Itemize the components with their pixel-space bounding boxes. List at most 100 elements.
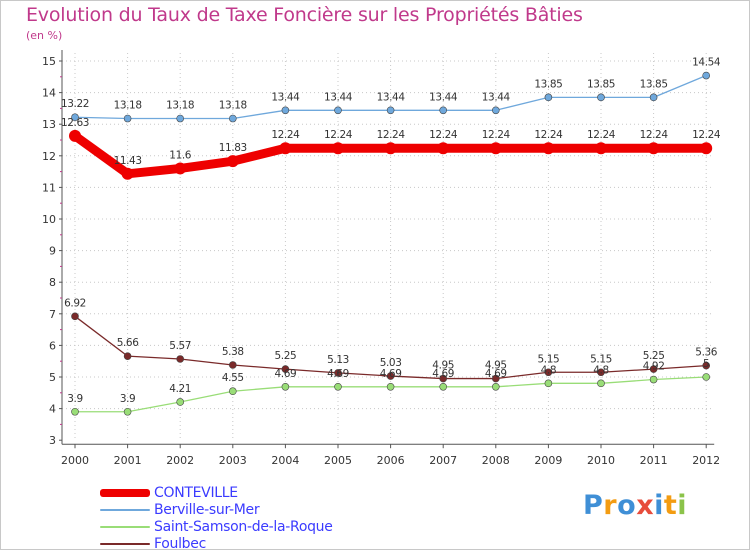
data-point-foulbec-2009: [544, 368, 553, 377]
data-point-saint-samson-de-la-roque-2009: [544, 379, 553, 388]
data-label-saint-samson-de-la-roque-2006: 4.69: [380, 368, 402, 380]
y-tick-label-8: 8: [49, 276, 56, 289]
x-tick-label-2000: 2000: [61, 454, 89, 467]
data-point-conteville-2011: [647, 142, 660, 155]
data-label-conteville-2003: 11.83: [219, 142, 247, 154]
legend-label-berville-sur-mer: Berville-sur-Mer: [154, 501, 260, 518]
data-label-berville-sur-mer-2007: 13.44: [429, 91, 458, 103]
legend-item-saint-samson-de-la-roque: Saint-Samson-de-la-Roque: [100, 518, 333, 535]
y-tick-label-10: 10: [42, 213, 56, 226]
chart-title: Evolution du Taux de Taxe Foncière sur l…: [26, 4, 583, 26]
data-point-berville-sur-mer-2010: [597, 93, 605, 102]
data-label-saint-samson-de-la-roque-2009: 4.8: [541, 364, 557, 376]
data-label-conteville-2007: 12.24: [429, 129, 458, 141]
data-label-conteville-2011: 12.24: [640, 129, 669, 141]
data-point-foulbec-2008: [491, 374, 500, 383]
logo-letter: i: [654, 490, 664, 521]
data-label-conteville-2002: 11.6: [169, 149, 191, 161]
data-point-foulbec-2002: [176, 355, 184, 363]
data-label-berville-sur-mer-2011: 13.85: [640, 78, 668, 90]
data-label-foulbec-2005: 5.13: [327, 354, 349, 366]
data-point-saint-samson-de-la-roque-2006: [386, 382, 395, 391]
data-point-saint-samson-de-la-roque-2010: [597, 379, 605, 388]
data-point-conteville-2000: [69, 129, 81, 142]
x-tick-label-2005: 2005: [324, 454, 352, 467]
y-tick-label-4: 4: [49, 403, 56, 416]
x-tick-label-2012: 2012: [692, 454, 720, 467]
data-label-foulbec-2010: 5.15: [590, 353, 612, 365]
x-tick-label-2008: 2008: [482, 454, 510, 467]
data-point-saint-samson-de-la-roque-2000: [71, 407, 79, 416]
data-label-foulbec-2004: 5.25: [275, 350, 297, 362]
data-label-foulbec-2012: 5.36: [695, 347, 717, 359]
data-point-foulbec-2004: [281, 365, 290, 373]
logo-letter: i: [677, 490, 688, 521]
logo-letter: o: [617, 490, 637, 521]
data-label-foulbec-2008: 4.95: [485, 360, 507, 372]
data-label-conteville-2000: 12.63: [61, 117, 89, 129]
x-tick-label-2003: 2003: [219, 454, 247, 467]
data-label-foulbec-2011: 5.25: [643, 350, 665, 362]
data-point-conteville-2009: [542, 142, 555, 155]
data-point-foulbec-2005: [334, 369, 342, 377]
y-tick-label-9: 9: [49, 245, 56, 258]
data-label-saint-samson-de-la-roque-2007: 4.69: [432, 368, 454, 380]
data-point-foulbec-2007: [439, 374, 448, 383]
data-point-saint-samson-de-la-roque-2003: [229, 387, 237, 396]
data-point-saint-samson-de-la-roque-2002: [176, 398, 184, 406]
data-point-berville-sur-mer-2007: [439, 106, 448, 115]
data-label-foulbec-2000: 6.92: [64, 297, 86, 309]
data-label-conteville-2012: 12.24: [692, 129, 721, 141]
legend-swatch-conteville: [100, 488, 150, 497]
data-point-foulbec-2003: [229, 361, 237, 369]
data-label-conteville-2008: 12.24: [482, 129, 511, 141]
data-label-berville-sur-mer-2009: 13.85: [534, 78, 562, 90]
data-point-foulbec-2011: [649, 365, 658, 373]
y-tick-label-12: 12: [42, 150, 56, 163]
x-tick-label-2001: 2001: [114, 454, 142, 467]
legend-swatch-saint-samson-de-la-roque: [100, 525, 150, 528]
data-point-berville-sur-mer-2011: [649, 93, 658, 102]
data-point-conteville-2003: [226, 155, 239, 168]
x-tick-label-2009: 2009: [534, 454, 562, 467]
data-point-berville-sur-mer-2006: [386, 106, 395, 115]
legend-label-conteville: CONTEVILLE: [154, 484, 238, 501]
data-label-foulbec-2006: 5.03: [380, 357, 402, 369]
data-point-conteville-2004: [279, 142, 292, 155]
legend-swatch-berville-sur-mer: [100, 508, 150, 511]
legend: CONTEVILLE Berville-sur-Mer Saint-Samson…: [100, 484, 333, 552]
data-point-saint-samson-de-la-roque-2007: [439, 382, 448, 391]
x-tick-label-2007: 2007: [429, 454, 457, 467]
x-tick-label-2004: 2004: [271, 454, 299, 467]
data-point-foulbec-2006: [386, 372, 395, 380]
legend-item-conteville: CONTEVILLE: [100, 484, 333, 501]
data-point-saint-samson-de-la-roque-2011: [649, 375, 658, 384]
data-point-berville-sur-mer-2002: [176, 114, 184, 123]
data-label-conteville-2006: 12.24: [377, 129, 406, 141]
y-tick-label-15: 15: [42, 55, 56, 68]
data-point-berville-sur-mer-2001: [123, 114, 132, 123]
data-point-conteville-2002: [174, 162, 187, 175]
data-label-saint-samson-de-la-roque-2001: 3.9: [120, 393, 136, 405]
data-label-foulbec-2007: 4.95: [432, 360, 454, 372]
legend-item-berville-sur-mer: Berville-sur-Mer: [100, 501, 333, 518]
y-tick-label-13: 13: [42, 118, 56, 131]
legend-item-foulbec: Foulbec: [100, 535, 333, 552]
data-label-conteville-2004: 12.24: [271, 129, 300, 141]
data-label-saint-samson-de-la-roque-2008: 4.69: [485, 368, 507, 380]
data-label-conteville-2001: 11.43: [114, 155, 142, 167]
data-label-saint-samson-de-la-roque-2011: 4.92: [643, 361, 665, 373]
logo-letter: x: [636, 490, 655, 521]
data-label-saint-samson-de-la-roque-2003: 4.55: [222, 372, 244, 384]
data-point-foulbec-2010: [597, 368, 605, 377]
data-label-berville-sur-mer-2008: 13.44: [482, 91, 511, 103]
data-point-berville-sur-mer-2005: [334, 106, 342, 115]
data-label-berville-sur-mer-2006: 13.44: [377, 91, 406, 103]
data-label-conteville-2005: 12.24: [324, 129, 353, 141]
data-label-saint-samson-de-la-roque-2012: 5: [703, 358, 709, 370]
y-tick-label-14: 14: [42, 87, 56, 100]
data-point-saint-samson-de-la-roque-2004: [281, 382, 290, 391]
data-point-berville-sur-mer-2012: [702, 71, 711, 80]
